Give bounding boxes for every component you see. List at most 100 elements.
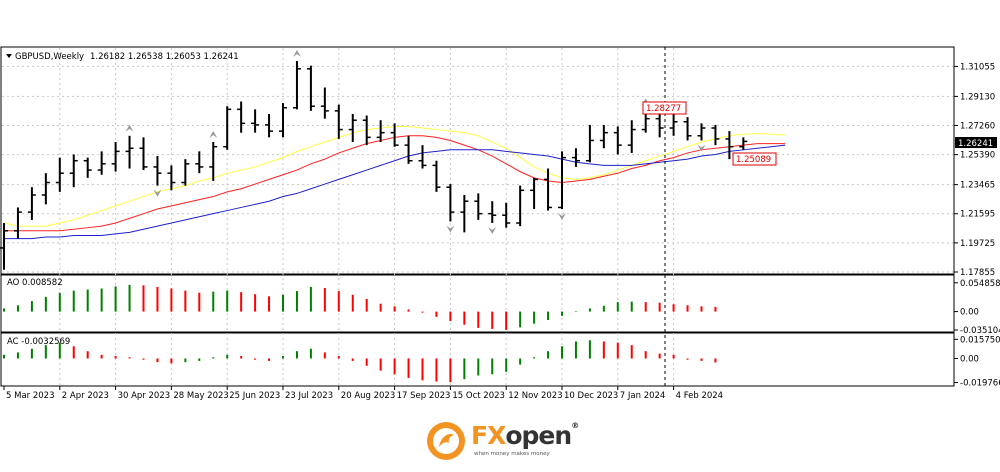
- ohlc-bar: [516, 185, 525, 227]
- fractal-high-label: 1.28277: [646, 104, 681, 114]
- current-price-tag: 1.26241: [955, 137, 997, 149]
- ohlc-bar: [83, 157, 92, 178]
- ohlc-bar: [181, 159, 190, 186]
- ao-tick-label: 0.00: [960, 308, 979, 318]
- price-tick-label: 1.19725: [960, 239, 995, 249]
- brand-open: open: [505, 421, 572, 450]
- date-tick-label: 7 Jan 2024: [620, 391, 666, 401]
- ac-tick-label: 0.00: [960, 354, 979, 364]
- ohlc-bar: [279, 103, 287, 138]
- ohlc-bar: [390, 123, 399, 147]
- ohlc-bar: [55, 157, 64, 192]
- main-panel: [0, 46, 955, 275]
- ohlc-bar: [697, 123, 706, 141]
- ohlc-bar: [111, 142, 120, 172]
- fractal-up-marker: [292, 50, 301, 58]
- date-tick-label: 23 Jul 2023: [285, 391, 333, 401]
- ohlc-bar: [334, 104, 343, 139]
- ohlc-bar: [362, 115, 371, 146]
- date-tick-label: 5 Mar 2023: [6, 391, 54, 401]
- ohlc-bar: [488, 201, 497, 224]
- ohlc-bar: [460, 194, 469, 233]
- ohlc-bar: [599, 124, 608, 149]
- ohlc-bar: [265, 113, 274, 138]
- ohlc-bar: [41, 173, 50, 205]
- brand-logo: FXopen® when money makes money: [425, 418, 585, 464]
- ohlc-bar: [320, 87, 329, 119]
- ohlc-bar: [739, 137, 748, 150]
- ohlc-bar: [530, 177, 539, 209]
- ohlc-bar: [167, 165, 176, 191]
- fractal-up-marker: [209, 131, 218, 139]
- date-tick-label: 10 Dec 2023: [564, 391, 618, 401]
- ohlc-bar: [348, 113, 357, 143]
- date-tick-label: 17 Sep 2023: [397, 391, 451, 401]
- ohlc-bar: [558, 151, 566, 209]
- brand-tagline: when money makes money: [474, 451, 550, 457]
- moving-average-line: [4, 144, 786, 240]
- ao-histogram: [3, 284, 717, 330]
- ohlc-bar: [571, 148, 580, 167]
- fractal-low-callout: 1.25089: [732, 152, 777, 166]
- ohlc-bar: [209, 142, 218, 181]
- ohlc-bar: [251, 109, 260, 133]
- ohlc-bar: [446, 184, 455, 222]
- date-tick-label: 12 Nov 2023: [508, 391, 562, 401]
- chart-symbol: GBPUSD,Weekly: [15, 52, 84, 62]
- ao-tick-label: 0.054858: [960, 279, 1000, 289]
- date-tick-label: 28 May 2023: [173, 391, 228, 401]
- ac-tick-label: -0.019766: [960, 379, 1000, 389]
- fractal-high-callout: 1.28277: [642, 101, 687, 115]
- ohlc-bar: [376, 120, 385, 143]
- ac-label: AC -0.0032569: [7, 337, 70, 347]
- ac-histogram: [3, 340, 717, 383]
- ohlc-bar: [585, 124, 594, 163]
- ohlc-bar: [404, 135, 413, 164]
- fractal-down-marker: [153, 189, 162, 197]
- ohlc-bar: [292, 61, 301, 110]
- brand-emblem-icon: [427, 422, 465, 460]
- ohlc-bar: [139, 137, 148, 171]
- ohlc-bar: [0, 223, 8, 270]
- price-tick-label: 1.29130: [960, 92, 995, 102]
- chart-canvas: 1.31055 1.29130 1.27260 1.25390 1.23465 1.215…: [0, 46, 1000, 401]
- price-tick-label: 1.25390: [960, 151, 995, 161]
- chart-ohlc: 1.26182 1.26538 1.26053 1.26241: [90, 52, 239, 62]
- fractal-up-marker: [125, 124, 134, 132]
- ohlc-bar: [432, 160, 441, 192]
- ohlc-bar: [195, 151, 204, 174]
- price-bars: [0, 61, 748, 270]
- ohlc-bar: [13, 207, 22, 239]
- price-tick-label: 1.17855: [960, 268, 995, 278]
- chart-header: GBPUSD,Weekly 1.26182 1.26538 1.26053 1.…: [6, 52, 239, 62]
- ohlc-bar: [725, 131, 734, 160]
- ohlc-bar: [237, 101, 246, 133]
- axis-labels: 1.31055 1.29130 1.27260 1.25390 1.23465 1.215…: [3, 62, 1000, 401]
- price-tick-label: 1.27260: [960, 122, 995, 132]
- fractal-down-marker: [488, 227, 497, 235]
- brand-wordmark: FXopen®: [471, 421, 579, 450]
- ohlc-bar: [27, 187, 36, 220]
- date-tick-label: 2 Apr 2023: [62, 391, 109, 401]
- ohlc-bar: [223, 106, 232, 150]
- ohlc-bar: [69, 154, 78, 188]
- ohlc-bar: [474, 193, 483, 220]
- price-tick-label: 1.23465: [960, 181, 995, 191]
- price-tick-label: 1.31055: [960, 62, 995, 72]
- ohlc-bar: [418, 145, 427, 169]
- fractal-low-label: 1.25089: [736, 155, 771, 165]
- ohlc-bar: [125, 135, 134, 169]
- ohlc-bar: [153, 156, 162, 186]
- ohlc-bar: [627, 120, 636, 153]
- symbol-dropdown-icon[interactable]: [6, 54, 12, 58]
- ao-label: AO 0.008582: [7, 278, 63, 288]
- ohlc-bar: [544, 168, 553, 211]
- ohlc-bar: [306, 65, 315, 111]
- ao-tick-label: -0.035104: [960, 326, 1000, 336]
- fractal-down-marker: [558, 212, 566, 220]
- current-price-label: 1.26241: [958, 139, 993, 149]
- ac-tick-label: 0.0157503: [960, 335, 1000, 345]
- date-tick-label: 15 Oct 2023: [452, 391, 505, 401]
- ohlc-bar: [711, 124, 720, 146]
